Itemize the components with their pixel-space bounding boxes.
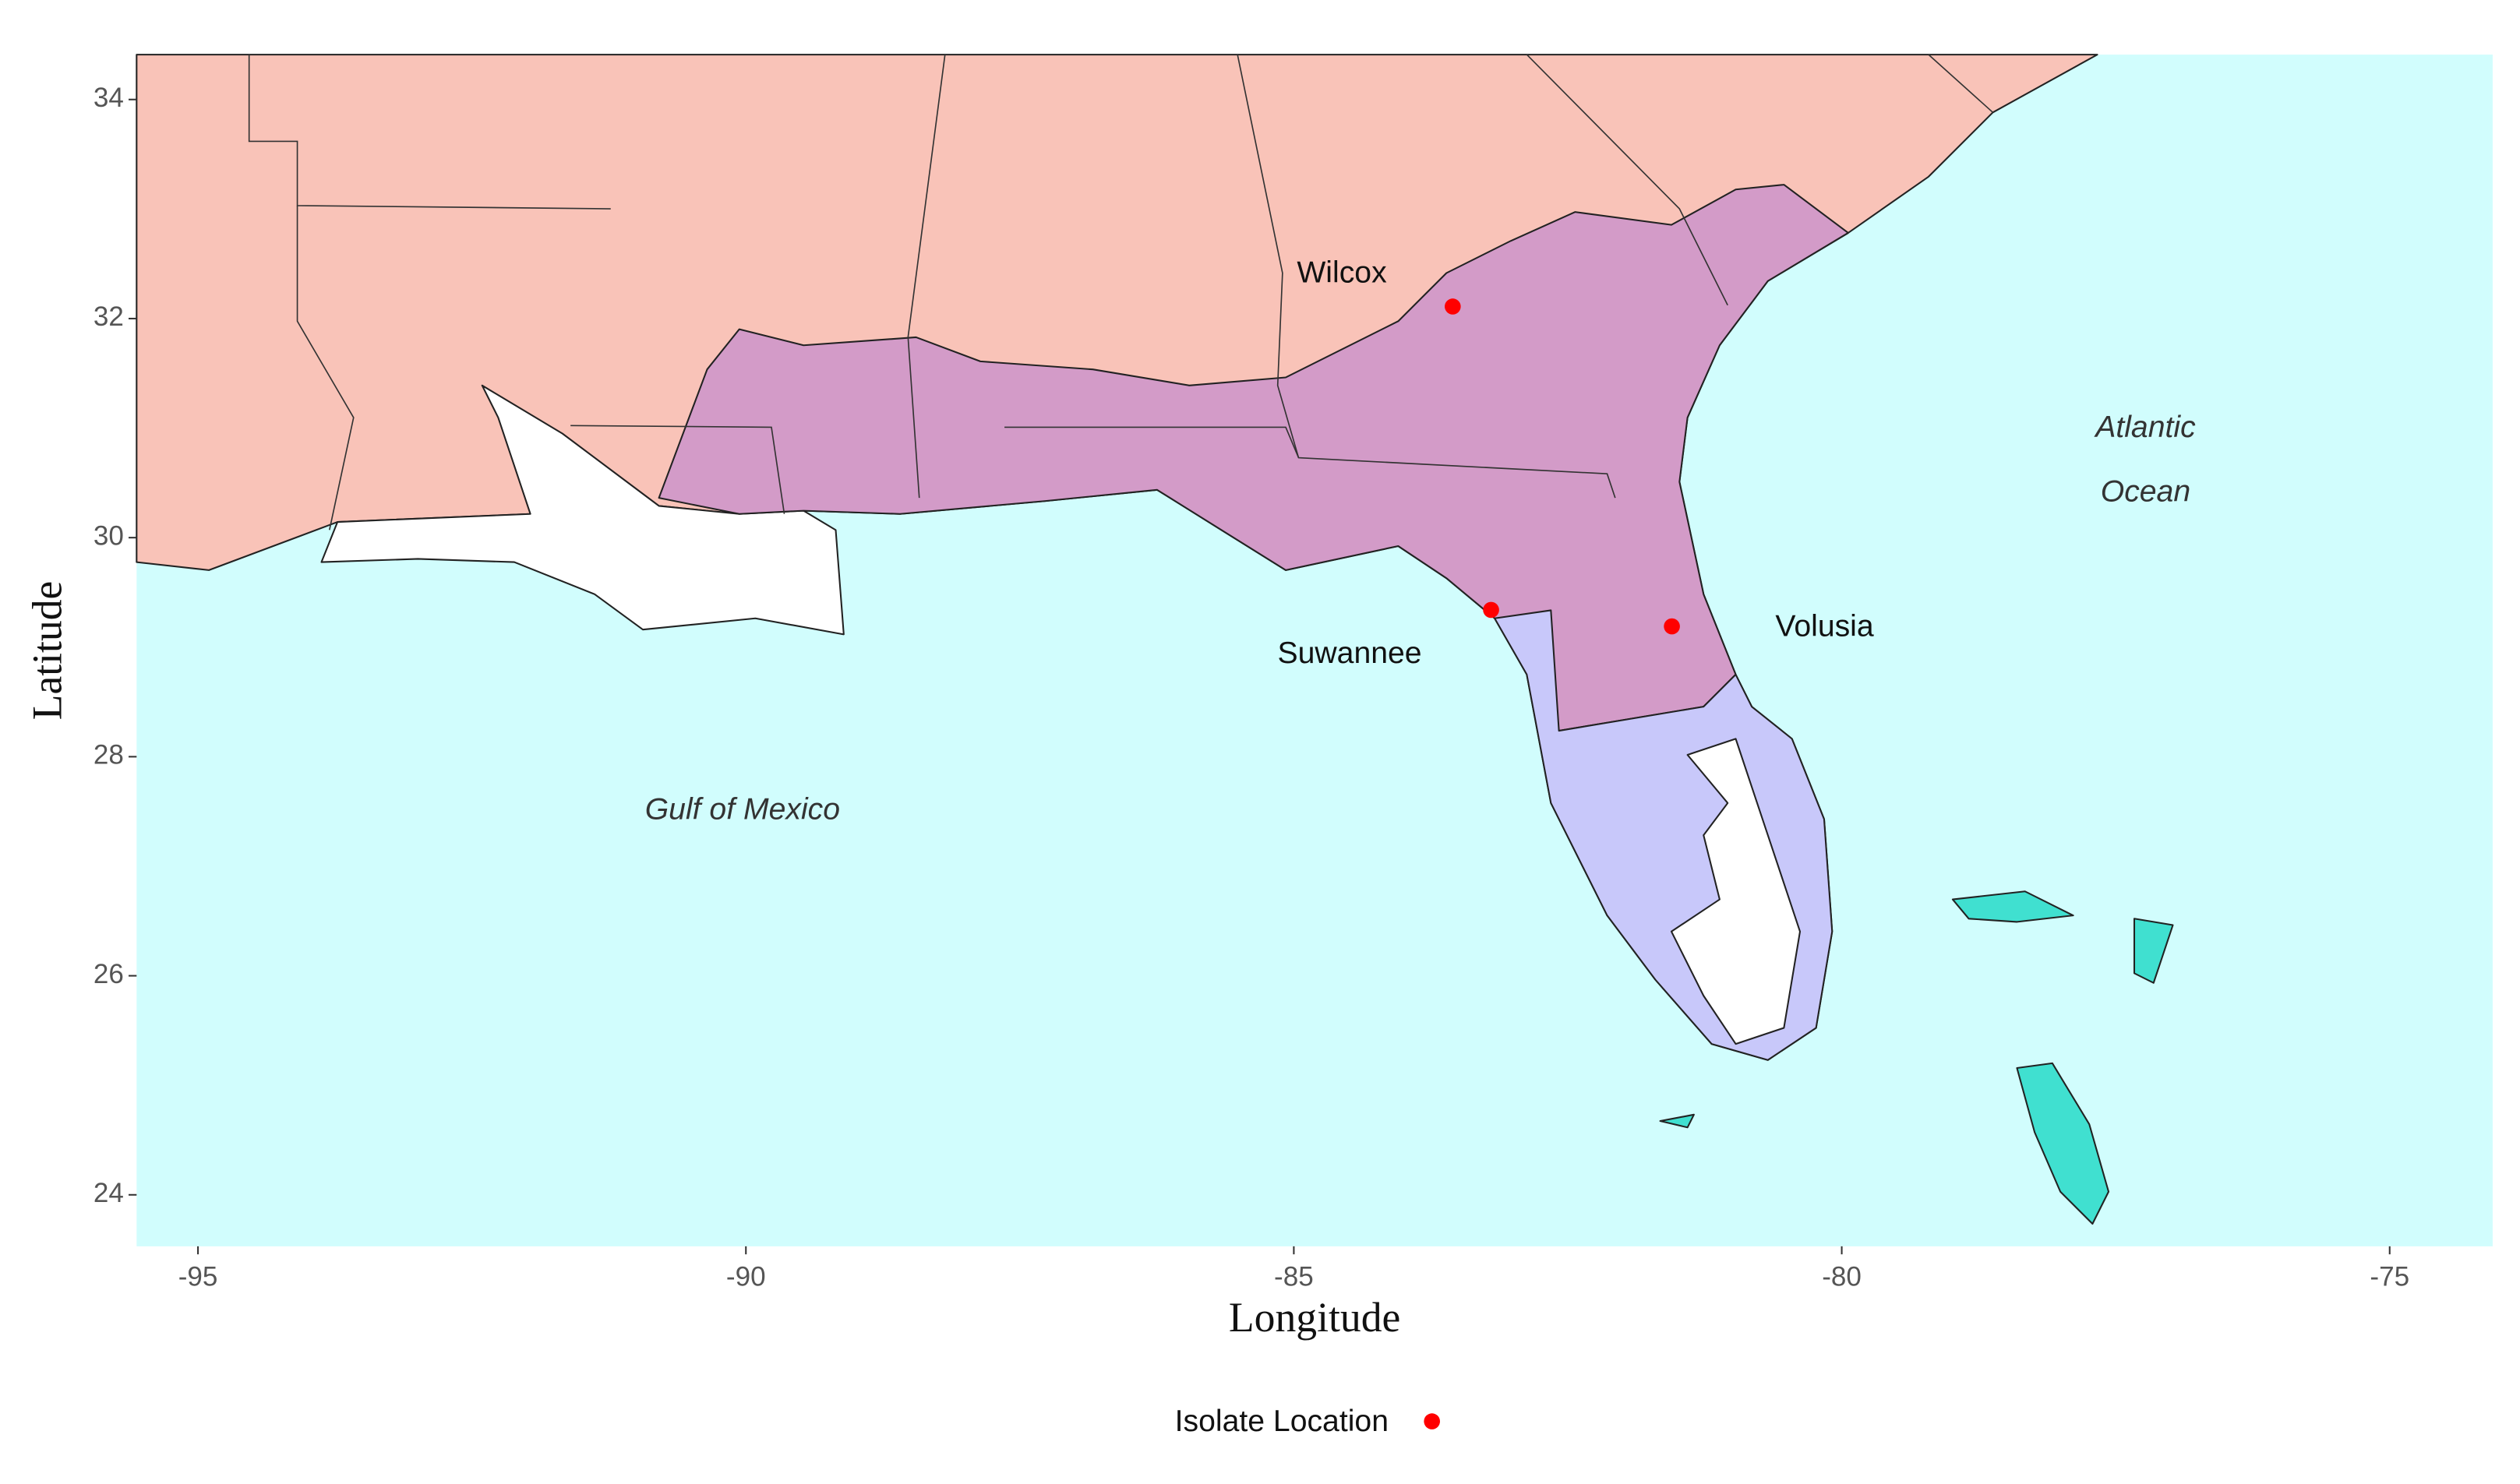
state-line <box>248 55 611 210</box>
y-tick-label: 24 <box>94 1178 124 1208</box>
island <box>1951 890 2074 923</box>
sea-label: Gulf of Mexico <box>645 793 840 827</box>
isolate-point <box>1664 618 1680 635</box>
y-tick-label: 34 <box>94 83 124 113</box>
state-line <box>296 205 355 531</box>
x-tick-label: -80 <box>1822 1261 1862 1292</box>
y-tick-label: 26 <box>94 959 124 989</box>
y-tick-label: 30 <box>94 520 124 551</box>
y-tick-label: 28 <box>94 740 124 770</box>
map-base <box>136 54 2493 1246</box>
legend-label: Isolate Location <box>1175 1405 1389 1438</box>
x-tick-label: -85 <box>1274 1261 1314 1292</box>
island <box>2133 918 2174 984</box>
place-label: Suwannee <box>1277 636 1421 670</box>
region-purple <box>658 184 1849 732</box>
state-line <box>907 54 946 499</box>
state-line <box>1237 54 1300 458</box>
place-label: Volusia <box>1775 609 1874 643</box>
y-axis-title: Latitude <box>23 581 70 721</box>
place-label: Wilcox <box>1297 256 1387 290</box>
x-tick-label: -90 <box>726 1261 766 1292</box>
state-line <box>1928 54 1994 113</box>
island <box>2016 1062 2110 1225</box>
x-tick-label: -75 <box>2370 1261 2409 1292</box>
delta-area <box>320 384 845 636</box>
region-white <box>1670 738 1802 1045</box>
isolate-point <box>1483 601 1499 619</box>
y-tick-label: 32 <box>94 301 124 332</box>
state-line <box>1526 54 1728 306</box>
x-tick-label: -95 <box>178 1261 218 1292</box>
legend-marker <box>1424 1413 1440 1429</box>
isolate-point <box>1445 298 1461 315</box>
island <box>1659 1113 1695 1129</box>
sea-label: Atlantic <box>2094 411 2196 444</box>
state-line <box>570 425 785 514</box>
sea-label: Ocean <box>2101 474 2190 508</box>
x-axis-title: Longitude <box>1229 1294 1400 1341</box>
